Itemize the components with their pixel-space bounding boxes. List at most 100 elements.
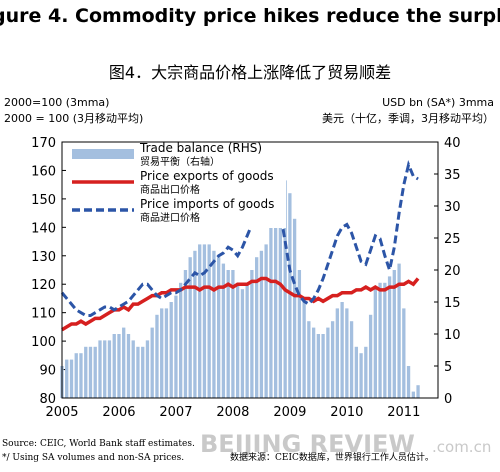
bar (364, 346, 368, 398)
bar (316, 334, 321, 398)
x-tick-label: 2009 (273, 405, 306, 420)
bar (126, 334, 131, 398)
bar (117, 334, 121, 398)
bar (145, 340, 150, 398)
x-tick-label: 2008 (216, 405, 249, 420)
bar (207, 244, 211, 398)
bar (226, 270, 230, 398)
legend-label-zh: 商品进口价格 (140, 211, 200, 224)
y2-tick-label: 25 (444, 232, 461, 247)
bar (411, 391, 415, 398)
bar (335, 308, 339, 398)
bar (269, 225, 273, 398)
bar (406, 366, 411, 398)
bar (193, 250, 197, 398)
bar (88, 346, 93, 398)
line (61, 276, 420, 332)
y2-label: USD bn (SA*) 3mma (382, 96, 494, 109)
bar (136, 346, 140, 398)
y-label-zh: 2000 = 100 (3月移动平均) (4, 112, 143, 125)
bar (231, 270, 235, 398)
bar (131, 340, 135, 398)
x-tick-label: 2006 (102, 405, 135, 420)
legend-swatch (72, 149, 134, 159)
x-tick-label: 2007 (159, 405, 192, 420)
y-tick-label: 90 (39, 364, 56, 379)
bar (240, 289, 245, 398)
legend-label-zh: 贸易平衡（右轴） (140, 155, 220, 168)
bar (160, 308, 164, 398)
bar (202, 244, 207, 398)
y2-tick-label: 0 (444, 392, 452, 407)
bar (383, 282, 387, 398)
bar (122, 327, 126, 398)
y2-tick-label: 20 (444, 264, 461, 279)
bar (179, 282, 183, 398)
bar (259, 250, 264, 398)
legend-label: Price exports of goods (140, 169, 274, 183)
bar (79, 353, 83, 398)
bar (141, 346, 145, 398)
bar (321, 334, 325, 398)
y2-tick-label: 40 (444, 136, 461, 151)
bar (221, 263, 226, 398)
bar (297, 270, 302, 398)
y-tick-label: 160 (31, 164, 56, 179)
bar (174, 295, 178, 398)
y-tick-label: 140 (31, 221, 56, 236)
bar (164, 308, 169, 398)
bar (150, 327, 154, 398)
bar (340, 302, 344, 398)
legend-label: Trade balance (RHS) (139, 141, 262, 155)
bar (345, 308, 349, 398)
bar (354, 346, 359, 398)
chart-title: Figure 4. Commodity price hikes reduce t… (0, 5, 500, 27)
y-tick-label: 80 (39, 392, 56, 407)
bar (245, 282, 249, 398)
bar (69, 359, 74, 398)
bar (402, 308, 406, 398)
x-tick-label: 2011 (387, 405, 420, 420)
y2-tick-label: 30 (444, 200, 461, 215)
y-tick-label: 100 (31, 335, 56, 350)
bar (378, 282, 382, 398)
bar (74, 353, 78, 398)
legend-label-zh: 商品出口价格 (140, 183, 200, 196)
bar (392, 270, 396, 398)
bar (288, 193, 292, 398)
x-tick-label: 2005 (45, 405, 78, 420)
y-tick-label: 150 (31, 193, 56, 208)
y2-tick-label: 15 (444, 296, 461, 311)
bar (292, 218, 297, 398)
bar (188, 257, 192, 398)
y-tick-label: 110 (31, 307, 56, 322)
bar (302, 302, 306, 398)
bar (373, 289, 377, 398)
bar (217, 257, 221, 398)
bar (255, 257, 259, 398)
bar (250, 270, 254, 398)
y-tick-label: 120 (31, 278, 56, 293)
y-tick-label: 130 (31, 250, 56, 265)
source: */ Using SA volumes and non-SA prices. (2, 453, 184, 463)
legend-label: Price imports of goods (140, 197, 274, 211)
bar (311, 327, 316, 398)
bar (359, 353, 363, 398)
y2-tick-label: 10 (444, 328, 461, 343)
source-zh: 数据来源：CEIC数据库，世界银行工作人员估计。 (230, 451, 434, 463)
y2-label-zh: 美元（十亿，季调，3月移动平均） (322, 111, 494, 125)
bar (169, 302, 173, 398)
bar (326, 327, 330, 398)
bar (103, 340, 107, 398)
bar (368, 314, 373, 398)
bar (273, 199, 278, 398)
bar (235, 282, 240, 398)
bar (397, 263, 401, 398)
bar (183, 270, 188, 398)
bar (307, 321, 311, 398)
bar (416, 385, 420, 398)
bar (155, 314, 159, 398)
bar (65, 359, 69, 398)
bar (93, 346, 97, 398)
